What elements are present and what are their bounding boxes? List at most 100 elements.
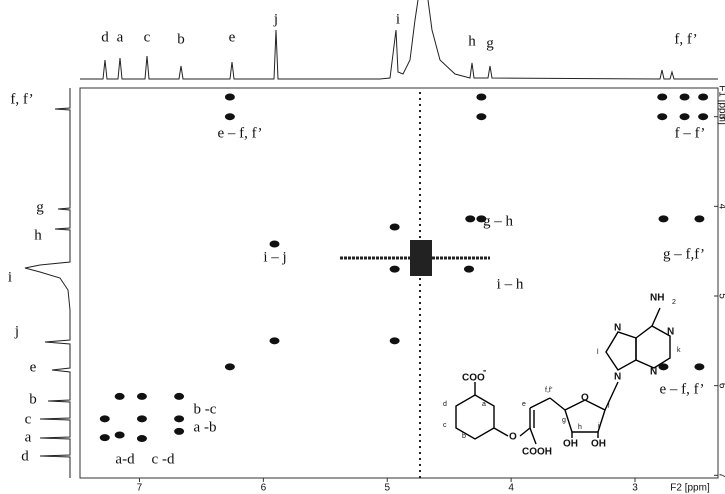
peak-label: d (101, 29, 109, 45)
structure-label: OH (591, 439, 606, 450)
structure-label: OH (563, 439, 578, 450)
structure-label: O (581, 393, 589, 404)
cross-peak (100, 434, 110, 441)
peak-label: f, f’ (10, 91, 33, 107)
cross-peak (174, 415, 184, 422)
structure-label: N (667, 327, 674, 338)
cross-peak (464, 266, 474, 273)
annotation: f – f’ (675, 125, 706, 141)
peak-label: a (25, 429, 32, 445)
peak-label: i (396, 11, 400, 27)
cross-peak (100, 415, 110, 422)
structure-atom: h (578, 424, 582, 431)
structure-atom: g (562, 417, 566, 424)
peak-label: h (34, 227, 42, 243)
cross-peak (225, 363, 235, 370)
peak-label: e (229, 29, 236, 45)
annotation: i – j (263, 249, 286, 265)
peak-label: j (273, 11, 278, 27)
structure-label: O (509, 432, 517, 443)
peak-label: g (36, 199, 44, 215)
y-tick-label: 6 (716, 383, 725, 389)
cross-peak (694, 363, 704, 370)
structure-label: N (614, 372, 621, 383)
annotation: a -b (194, 419, 217, 435)
structure-atom: f,f’ (545, 387, 553, 394)
y-tick-label: 4 (716, 204, 725, 210)
cross-peak (390, 223, 400, 230)
y-tick-label: 7 (716, 473, 725, 479)
annotation: g – f,f’ (663, 246, 705, 262)
annotation: g – h (483, 213, 514, 229)
structure-atom: c (443, 422, 447, 429)
cross-peak (115, 393, 125, 400)
peak-label: a (117, 29, 124, 45)
peak-label: e (30, 359, 37, 375)
cross-peak (680, 113, 690, 120)
structure-atom: e (522, 401, 526, 408)
y-axis-title: F1 [ppm] (716, 85, 725, 125)
x-axis-title: F2 [ppm] (670, 483, 710, 494)
peak-label: g (486, 35, 494, 51)
structure-label: 2 (672, 299, 676, 306)
structure-label: COOH (522, 447, 552, 458)
solvent-peak (410, 240, 432, 276)
y-tick-label: 5 (716, 293, 725, 299)
x-tick-label: 7 (137, 483, 143, 494)
annotation: e – f, f’ (218, 125, 263, 141)
peak-label: b (177, 31, 185, 47)
side-spectrum (25, 88, 70, 478)
cross-peak (658, 215, 668, 222)
peak-label: c (144, 29, 151, 45)
structure-atom: k (677, 347, 681, 354)
structure-atom: b (462, 433, 466, 440)
x-tick-label: 3 (632, 483, 638, 494)
peak-label: j (14, 323, 19, 339)
chart: COO - O COOH OH OH NH 2 N N N N O a b c … (0, 0, 725, 494)
peak-label: f, f’ (674, 31, 697, 47)
peak-label: i (8, 269, 12, 285)
x-tick-label: 6 (261, 483, 267, 494)
structure-label: NH (650, 293, 664, 304)
cross-peak (137, 393, 147, 400)
cross-peak (137, 435, 147, 442)
structure-label: N (650, 367, 657, 378)
cross-peak (657, 93, 667, 100)
annotation: b -c (194, 401, 217, 417)
cross-peak (225, 93, 235, 100)
cross-peak (174, 428, 184, 435)
cross-peak (225, 113, 235, 120)
annotation: a-d (115, 451, 135, 467)
cross-peak (465, 215, 475, 222)
annotation: e – f, f’ (660, 381, 705, 397)
cross-peak (390, 337, 400, 344)
structure-atom: a (482, 401, 486, 408)
annotation: i – h (497, 276, 524, 292)
structure-label: - (483, 366, 486, 377)
structure-atom: d (443, 401, 447, 408)
cross-peak (115, 431, 125, 438)
cross-peak (174, 393, 184, 400)
cross-peak (137, 415, 147, 422)
cross-peak (269, 241, 279, 248)
cross-peak (390, 266, 400, 273)
cross-peak (657, 113, 667, 120)
x-tick-label: 4 (508, 483, 514, 494)
structure-label: N (614, 323, 621, 334)
structure-label: COO (462, 373, 485, 384)
structure-atom: l (597, 349, 599, 356)
annotation: c -d (152, 451, 175, 467)
peak-label: b (29, 391, 37, 407)
peak-label: h (468, 33, 476, 49)
cross-peak (476, 93, 486, 100)
peak-label: c (25, 411, 32, 427)
cross-peak (269, 337, 279, 344)
cross-peak (680, 93, 690, 100)
x-tick-label: 5 (384, 483, 390, 494)
peak-label: d (21, 448, 29, 464)
cross-peak (694, 215, 704, 222)
cross-peak (698, 113, 708, 120)
structure-atom: j (607, 401, 610, 408)
cross-peak (658, 363, 668, 370)
cross-peak (476, 113, 486, 120)
